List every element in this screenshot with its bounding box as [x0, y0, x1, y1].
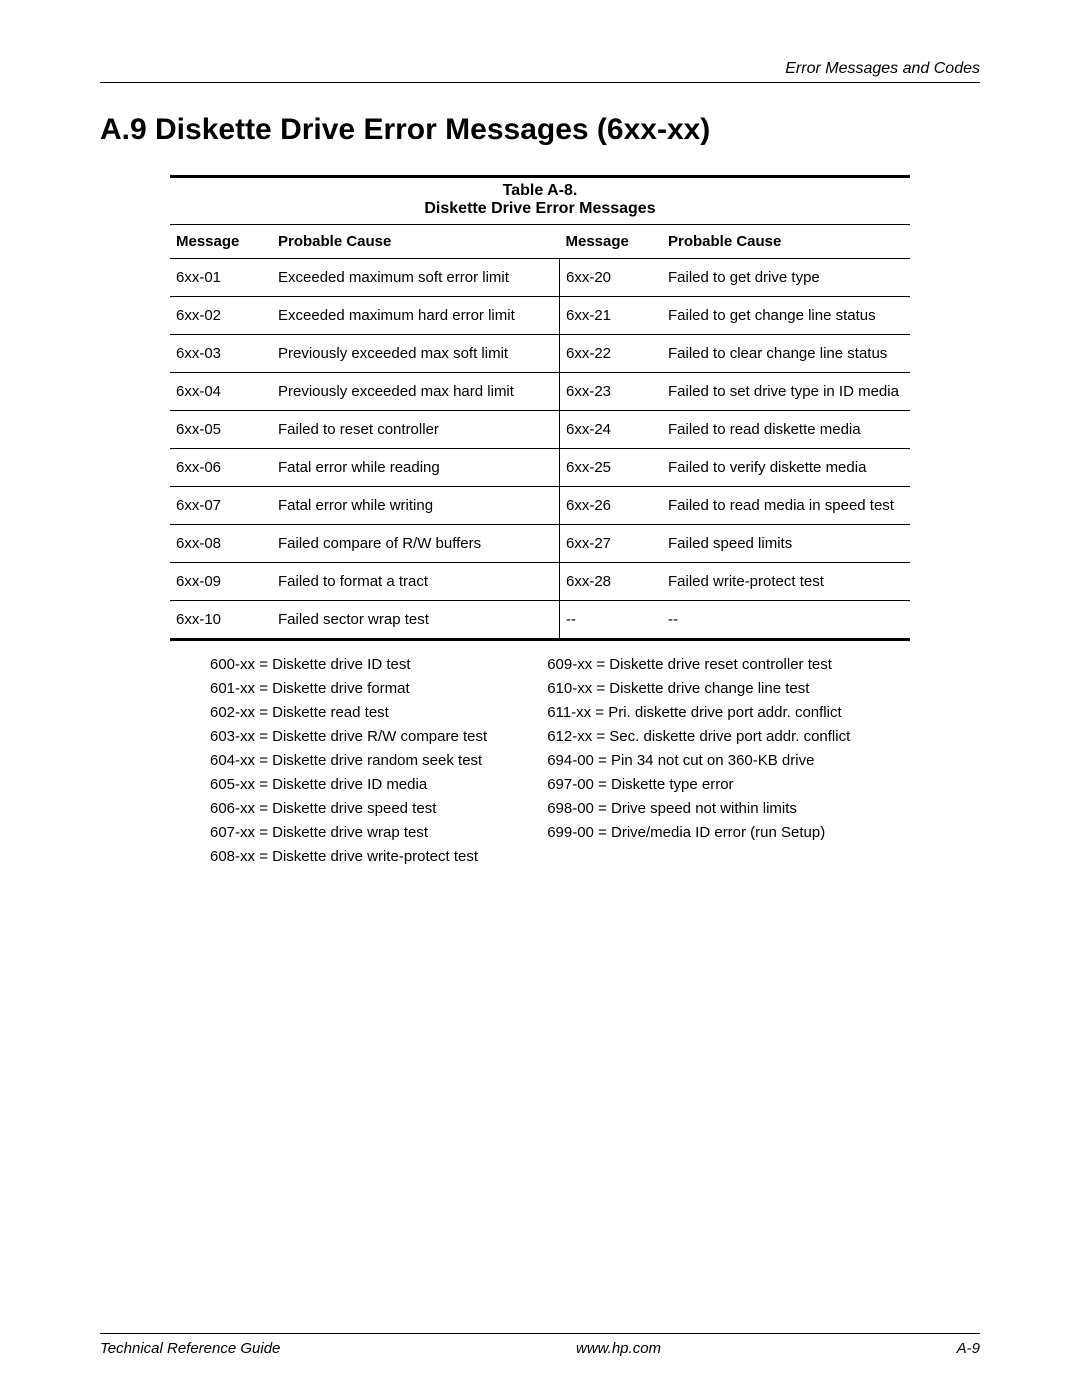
- cause-right: Failed to read media in speed test: [662, 487, 910, 525]
- code-definition: 697-00 = Diskette type error: [547, 773, 850, 797]
- cause-right: Failed to read diskette media: [662, 411, 910, 449]
- table-row: 6xx-04Previously exceeded max hard limit…: [170, 373, 910, 411]
- code-definition: 601-xx = Diskette drive format: [210, 677, 487, 701]
- code-list-right: 609-xx = Diskette drive reset controller…: [547, 653, 850, 869]
- footer-left: Technical Reference Guide: [100, 1340, 280, 1357]
- table-row: 6xx-08Failed compare of R/W buffers6xx-2…: [170, 525, 910, 563]
- msg-code-left: 6xx-07: [170, 487, 272, 525]
- table-row: 6xx-07Fatal error while writing6xx-26Fai…: [170, 487, 910, 525]
- code-definition: 603-xx = Diskette drive R/W compare test: [210, 725, 487, 749]
- header-rule: [100, 82, 980, 83]
- msg-code-right: 6xx-21: [560, 297, 663, 335]
- cause-left: Failed to reset controller: [272, 411, 560, 449]
- msg-code-right: 6xx-24: [560, 411, 663, 449]
- cause-left: Previously exceeded max hard limit: [272, 373, 560, 411]
- msg-code-left: 6xx-02: [170, 297, 272, 335]
- msg-code-left: 6xx-04: [170, 373, 272, 411]
- code-definition: 607-xx = Diskette drive wrap test: [210, 821, 487, 845]
- msg-code-left: 6xx-05: [170, 411, 272, 449]
- msg-code-right: --: [560, 601, 663, 640]
- table-row: 6xx-01Exceeded maximum soft error limit6…: [170, 259, 910, 297]
- code-definition: 612-xx = Sec. diskette drive port addr. …: [547, 725, 850, 749]
- cause-left: Exceeded maximum soft error limit: [272, 259, 560, 297]
- table-top-rule: [170, 175, 910, 178]
- code-definition: 604-xx = Diskette drive random seek test: [210, 749, 487, 773]
- footer-center: www.hp.com: [576, 1340, 661, 1357]
- running-header: Error Messages and Codes: [100, 60, 980, 78]
- msg-code-left: 6xx-01: [170, 259, 272, 297]
- cause-right: Failed speed limits: [662, 525, 910, 563]
- footer-right: A-9: [957, 1340, 980, 1357]
- msg-code-right: 6xx-20: [560, 259, 663, 297]
- cause-right: Failed to clear change line status: [662, 335, 910, 373]
- cause-right: Failed to get change line status: [662, 297, 910, 335]
- cause-left: Failed sector wrap test: [272, 601, 560, 640]
- code-list-left: 600-xx = Diskette drive ID test601-xx = …: [210, 653, 487, 869]
- cause-left: Exceeded maximum hard error limit: [272, 297, 560, 335]
- code-definition: 694-00 = Pin 34 not cut on 360-KB drive: [547, 749, 850, 773]
- table-row: 6xx-02Exceeded maximum hard error limit6…: [170, 297, 910, 335]
- code-definition: 699-00 = Drive/media ID error (run Setup…: [547, 821, 850, 845]
- error-table: Message Probable Cause Message Probable …: [170, 224, 910, 641]
- msg-code-right: 6xx-25: [560, 449, 663, 487]
- cause-left: Previously exceeded max soft limit: [272, 335, 560, 373]
- col-message-right: Message: [560, 225, 663, 259]
- table-row: 6xx-05Failed to reset controller6xx-24Fa…: [170, 411, 910, 449]
- msg-code-right: 6xx-26: [560, 487, 663, 525]
- table-row: 6xx-09Failed to format a tract6xx-28Fail…: [170, 563, 910, 601]
- page-footer: Technical Reference Guide www.hp.com A-9: [100, 1325, 980, 1357]
- table-header-row: Message Probable Cause Message Probable …: [170, 225, 910, 259]
- code-definitions: 600-xx = Diskette drive ID test601-xx = …: [170, 653, 910, 869]
- code-definition: 602-xx = Diskette read test: [210, 701, 487, 725]
- cause-left: Failed compare of R/W buffers: [272, 525, 560, 563]
- code-definition: 605-xx = Diskette drive ID media: [210, 773, 487, 797]
- msg-code-left: 6xx-09: [170, 563, 272, 601]
- msg-code-left: 6xx-03: [170, 335, 272, 373]
- table-row: 6xx-10Failed sector wrap test----: [170, 601, 910, 640]
- cause-right: Failed write-protect test: [662, 563, 910, 601]
- page: Error Messages and Codes A.9 Diskette Dr…: [0, 0, 1080, 1397]
- col-cause-left: Probable Cause: [272, 225, 560, 259]
- msg-code-right: 6xx-27: [560, 525, 663, 563]
- code-definition: 610-xx = Diskette drive change line test: [547, 677, 850, 701]
- footer-rule: [100, 1333, 980, 1334]
- msg-code-right: 6xx-22: [560, 335, 663, 373]
- table-number: Table A-8.: [170, 182, 910, 200]
- cause-right: --: [662, 601, 910, 640]
- table-row: 6xx-06Fatal error while reading6xx-25Fai…: [170, 449, 910, 487]
- col-cause-right: Probable Cause: [662, 225, 910, 259]
- msg-code-left: 6xx-06: [170, 449, 272, 487]
- col-message-left: Message: [170, 225, 272, 259]
- msg-code-right: 6xx-28: [560, 563, 663, 601]
- code-definition: 609-xx = Diskette drive reset controller…: [547, 653, 850, 677]
- cause-left: Fatal error while reading: [272, 449, 560, 487]
- msg-code-left: 6xx-08: [170, 525, 272, 563]
- section-title: A.9 Diskette Drive Error Messages (6xx-x…: [100, 113, 980, 147]
- cause-right: Failed to get drive type: [662, 259, 910, 297]
- msg-code-left: 6xx-10: [170, 601, 272, 640]
- cause-left: Fatal error while writing: [272, 487, 560, 525]
- code-definition: 608-xx = Diskette drive write-protect te…: [210, 845, 487, 869]
- error-table-wrap: Table A-8. Diskette Drive Error Messages…: [170, 175, 910, 869]
- code-definition: 611-xx = Pri. diskette drive port addr. …: [547, 701, 850, 725]
- footer-row: Technical Reference Guide www.hp.com A-9: [100, 1340, 980, 1357]
- cause-left: Failed to format a tract: [272, 563, 560, 601]
- code-definition: 600-xx = Diskette drive ID test: [210, 653, 487, 677]
- table-row: 6xx-03Previously exceeded max soft limit…: [170, 335, 910, 373]
- code-definition: 698-00 = Drive speed not within limits: [547, 797, 850, 821]
- msg-code-right: 6xx-23: [560, 373, 663, 411]
- cause-right: Failed to set drive type in ID media: [662, 373, 910, 411]
- code-definition: 606-xx = Diskette drive speed test: [210, 797, 487, 821]
- cause-right: Failed to verify diskette media: [662, 449, 910, 487]
- table-caption: Diskette Drive Error Messages: [170, 200, 910, 218]
